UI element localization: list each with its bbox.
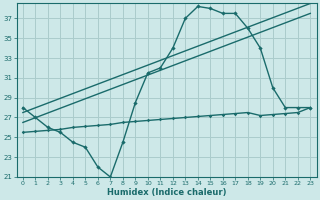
X-axis label: Humidex (Indice chaleur): Humidex (Indice chaleur) [107, 188, 226, 197]
